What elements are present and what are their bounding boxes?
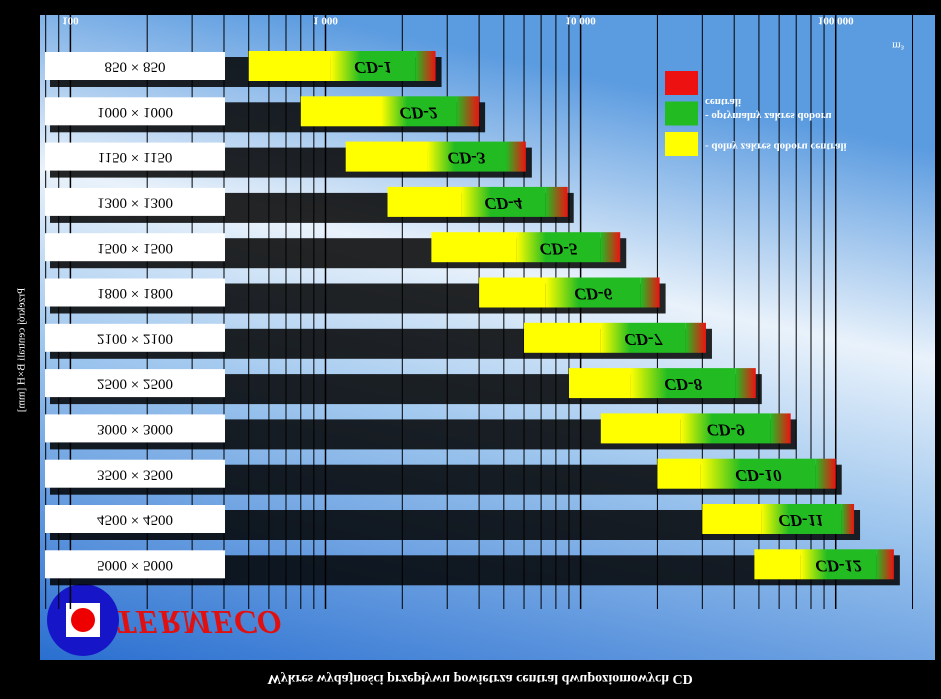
- high-range-bar: [456, 96, 480, 127]
- size-label: 2500 × 2500: [97, 376, 173, 392]
- size-box: [45, 52, 225, 80]
- size-box: [45, 550, 225, 579]
- size-label: 3000 × 3000: [97, 421, 173, 437]
- bar-label: CD-5: [540, 239, 578, 258]
- low-range-bar: [431, 232, 517, 263]
- size-box: [45, 505, 225, 533]
- size-label: 5000 × 5000: [97, 557, 173, 573]
- high-range-bar: [770, 413, 791, 444]
- size-box: [45, 414, 225, 443]
- optimal-range-bar: [800, 549, 877, 580]
- size-label: 4500 × 4500: [97, 512, 173, 528]
- low-range-bar: [600, 413, 681, 444]
- high-range-bar: [545, 186, 568, 217]
- legend-swatch: [665, 101, 698, 126]
- size-box: [45, 187, 225, 216]
- bar-label: CD-8: [664, 375, 702, 394]
- high-range-bar: [841, 504, 855, 534]
- bar-label: CD-4: [485, 194, 523, 213]
- x-tick-label: 1 000: [313, 14, 338, 26]
- size-box: [45, 142, 225, 171]
- high-range-bar: [685, 322, 706, 353]
- logo-text: TERMECO: [115, 603, 281, 640]
- legend-label: - optymalny zakres doboru: [705, 110, 832, 122]
- size-box: [45, 369, 225, 398]
- high-range-bar: [640, 277, 660, 308]
- x-tick-label: 10 000: [565, 14, 596, 26]
- low-range-bar: [524, 322, 601, 353]
- legend-swatch: [665, 132, 698, 156]
- y-axis-label: Przekrój centrali B×H [mm]: [16, 288, 28, 412]
- bar-label: CD-3: [448, 149, 486, 168]
- x-unit: m³: [892, 39, 905, 51]
- size-label: 1500 × 1500: [97, 240, 173, 256]
- bar-label: CD-9: [707, 420, 745, 439]
- size-label: 1300 × 1300: [97, 194, 173, 210]
- low-range-bar: [657, 458, 701, 489]
- size-label: 1000 × 1000: [97, 104, 173, 120]
- bar-label: CD-12: [815, 556, 862, 575]
- logo-dot: [71, 608, 95, 632]
- size-label: 1150 × 1150: [98, 149, 173, 165]
- size-label: 2100 × 2100: [97, 330, 173, 346]
- bar-label: CD-10: [735, 466, 782, 485]
- high-range-bar: [506, 141, 526, 172]
- high-range-bar: [415, 51, 436, 81]
- optimal-range-bar: [761, 504, 842, 534]
- optimal-range-bar: [600, 322, 686, 353]
- low-range-bar: [568, 368, 631, 399]
- chart-title: Wykres wydajności przepływu powietrza ce…: [267, 671, 692, 686]
- bar-label: CD-1: [354, 58, 392, 77]
- optimal-range-bar: [516, 232, 601, 263]
- size-label: 1800 × 1800: [97, 285, 173, 301]
- low-range-bar: [300, 96, 381, 127]
- optimal-range-bar: [680, 413, 771, 444]
- optimal-range-bar: [461, 186, 546, 217]
- bar-label: CD-7: [624, 330, 663, 349]
- bar-label: CD-11: [778, 511, 823, 530]
- size-box: [45, 278, 225, 307]
- optimal-range-bar: [427, 141, 507, 172]
- optimal-range-bar: [630, 368, 736, 399]
- x-tick-label: 100: [62, 14, 79, 26]
- size-label: 3500 × 3500: [97, 466, 173, 482]
- low-range-bar: [702, 504, 762, 534]
- optimal-range-bar: [380, 96, 457, 127]
- high-range-bar: [876, 549, 894, 580]
- size-box: [45, 97, 225, 126]
- optimal-range-bar: [545, 277, 641, 308]
- low-range-bar: [479, 277, 546, 308]
- low-range-bar: [754, 549, 801, 580]
- size-box: [45, 459, 225, 488]
- low-range-bar: [248, 51, 331, 81]
- bar-label: CD-6: [574, 285, 612, 304]
- high-range-bar: [735, 368, 756, 399]
- x-tick-label: 100 000: [818, 14, 854, 26]
- legend-label: - dolny zakres doboru centrali: [705, 140, 847, 152]
- low-range-bar: [345, 141, 428, 172]
- high-range-bar: [600, 232, 621, 263]
- flipped-chart: Wykres wydajności przepływu powietrza ce…: [16, 14, 935, 686]
- legend-swatch: [665, 71, 698, 95]
- low-range-bar: [387, 186, 462, 217]
- legend-label: centrali: [705, 96, 741, 108]
- optimal-range-bar: [330, 51, 416, 81]
- bar-label: CD-2: [400, 103, 438, 122]
- size-box: [45, 323, 225, 352]
- size-box: [45, 233, 225, 262]
- optimal-range-bar: [700, 458, 816, 489]
- size-label: 850 × 850: [105, 59, 166, 75]
- high-range-bar: [815, 458, 836, 489]
